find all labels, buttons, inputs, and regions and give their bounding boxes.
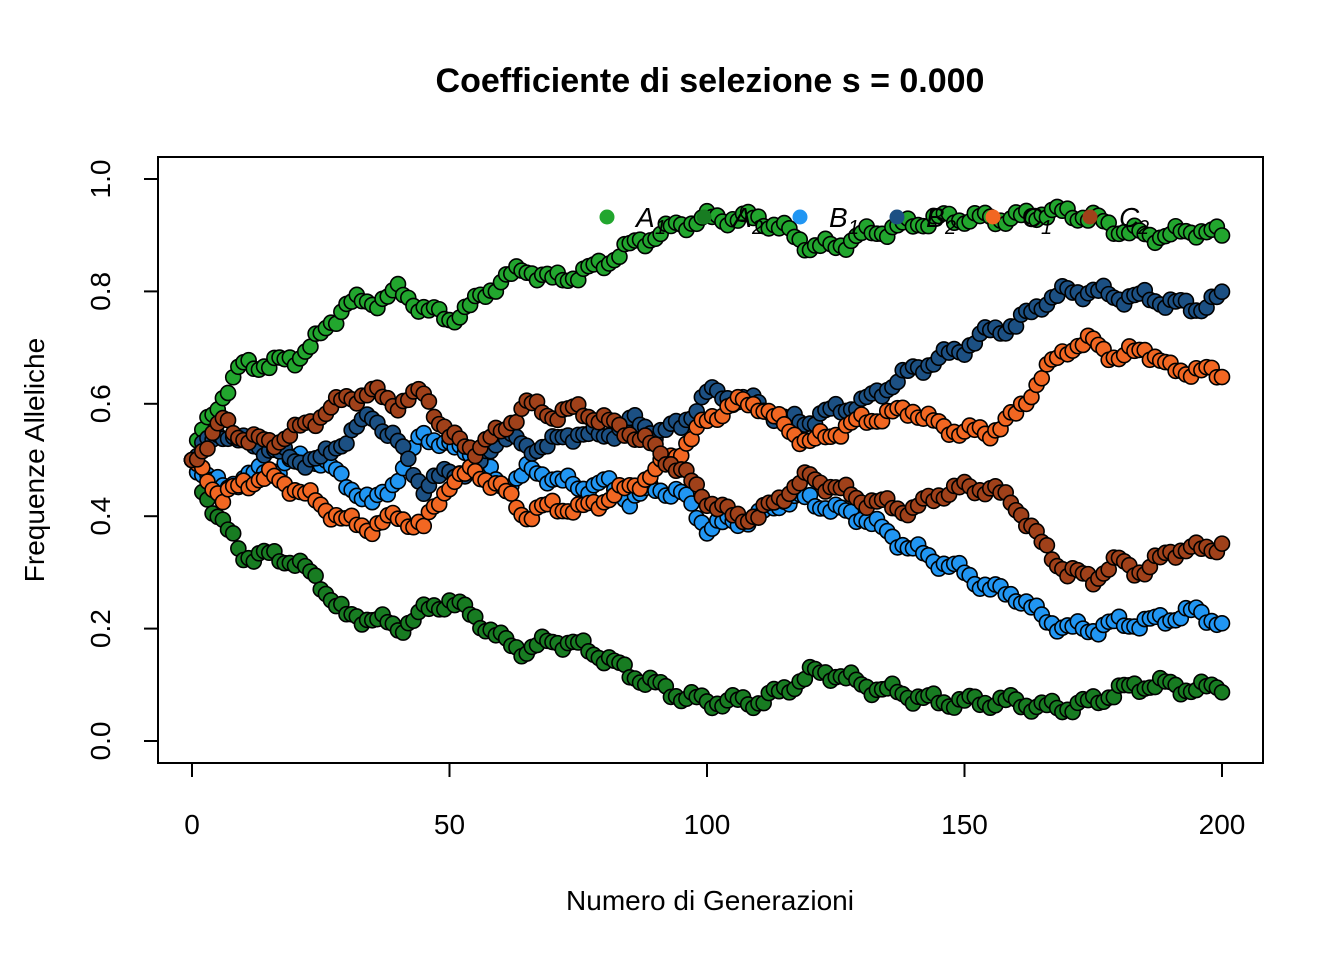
chart-title: Coefficiente di selezione s = 0.000: [436, 62, 985, 100]
data-point: [1033, 370, 1051, 387]
y-axis: 0.0 0.2 0.4 0.6 0.8 1.0: [85, 160, 159, 761]
data-point: [199, 440, 216, 457]
x-tick-label: 0: [184, 809, 200, 840]
legend-label: B: [926, 202, 945, 233]
legend-label: A: [634, 202, 655, 233]
data-point: [1213, 683, 1231, 701]
data-point: [333, 465, 350, 482]
data-point: [415, 517, 433, 535]
x-axis: 0 50 100 150 200: [184, 762, 1246, 840]
data-point: [1213, 615, 1231, 632]
y-tick-label: 0.6: [85, 384, 116, 423]
legend-label: C: [1022, 202, 1043, 233]
legend-item: C2: [1082, 202, 1149, 239]
y-tick-label: 0.0: [85, 722, 116, 761]
legend-label: B: [829, 202, 848, 233]
legend-marker: [1082, 209, 1098, 225]
data-point: [1213, 227, 1231, 244]
data-point: [399, 450, 417, 468]
y-tick-label: 0.4: [85, 497, 116, 536]
legend-marker: [985, 209, 1001, 225]
x-tick-label: 200: [1199, 809, 1246, 840]
x-axis-label: Numero di Generazioni: [566, 885, 854, 916]
legend: A 1 A 2 B 1 B 2 C1 C2: [599, 202, 1149, 239]
data-point: [1213, 283, 1231, 301]
data-point: [1038, 536, 1056, 554]
legend-subscript: 2: [751, 217, 763, 239]
series-C2: [183, 379, 1231, 593]
y-tick-label: 0.2: [85, 609, 116, 648]
legend-subscript: 1: [1041, 217, 1052, 239]
series-C1: [183, 327, 1231, 543]
x-tick-label: 50: [434, 809, 465, 840]
legend-label: C: [1119, 202, 1140, 233]
data-points: [183, 198, 1231, 721]
legend-marker: [696, 209, 712, 225]
x-tick-label: 100: [684, 809, 731, 840]
legend-subscript: 1: [655, 217, 666, 239]
legend-marker: [792, 209, 808, 225]
legend-marker: [599, 209, 615, 225]
y-tick-label: 0.8: [85, 272, 116, 311]
data-point: [307, 567, 324, 585]
series-A2: [183, 451, 1231, 721]
legend-marker: [889, 209, 905, 225]
data-point: [1213, 368, 1231, 386]
legend-label: A: [731, 202, 752, 233]
data-point: [219, 384, 237, 402]
data-point: [224, 525, 242, 542]
legend-subscript: 1: [848, 217, 859, 239]
data-point: [1213, 535, 1231, 552]
x-tick-label: 150: [941, 809, 988, 840]
y-tick-label: 1.0: [85, 160, 116, 199]
data-point: [420, 393, 438, 410]
legend-subscript: 2: [944, 217, 956, 239]
legend-subscript: 2: [1137, 217, 1149, 239]
data-point: [502, 485, 520, 502]
legend-item: C1: [985, 202, 1052, 239]
y-axis-label: Frequenze Alleliche: [19, 338, 50, 582]
